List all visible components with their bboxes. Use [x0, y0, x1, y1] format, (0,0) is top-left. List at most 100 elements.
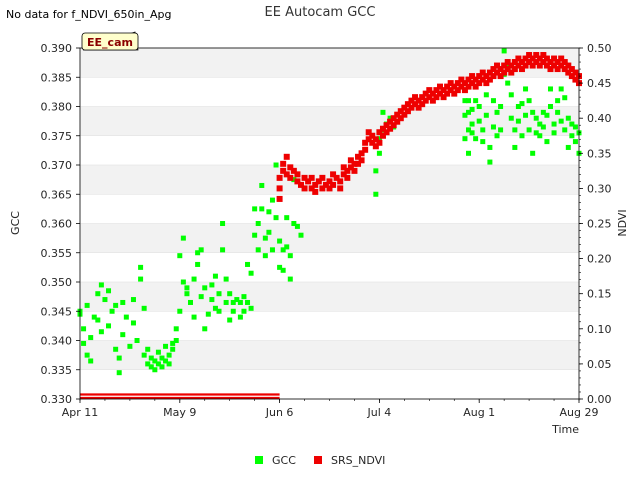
ndvi-series [276, 52, 582, 202]
y-tick-label: 0.360 [41, 218, 73, 231]
gcc-point [291, 221, 297, 226]
ndvi-point [529, 55, 536, 62]
gcc-point [191, 314, 197, 320]
ndvi-point [397, 115, 404, 122]
gcc-point [227, 317, 233, 323]
site-tag: EE_cam [81, 31, 139, 51]
gcc-point [376, 136, 382, 142]
ndvi-point [572, 76, 579, 83]
gcc-point [159, 364, 165, 370]
ndvi-point [372, 143, 379, 150]
ndvi-point [330, 181, 337, 188]
site-tag-box [81, 32, 139, 51]
ndvi-point [554, 66, 561, 73]
ndvi-point [469, 80, 476, 87]
ndvi-point [511, 66, 518, 73]
gcc-point [387, 115, 393, 121]
gcc-point [205, 311, 211, 317]
gcc-point [170, 346, 176, 352]
ndvi-point [515, 62, 522, 69]
gcc-point [519, 133, 525, 139]
ndvi-point [494, 62, 501, 69]
ndvi-point [301, 185, 308, 192]
gcc-point [191, 276, 197, 282]
gcc-point [498, 104, 504, 109]
gcc-point [565, 144, 571, 150]
ndvi-point [347, 164, 354, 171]
gcc-point [487, 159, 493, 165]
ndvi-point [472, 76, 479, 83]
ndvi-point [511, 59, 518, 66]
gcc-point [273, 162, 279, 168]
gcc-point [230, 308, 236, 314]
gcc-point [198, 294, 204, 300]
gcc-point [294, 223, 300, 229]
gcc-point [88, 335, 94, 341]
gcc-point [291, 177, 297, 183]
gcc-point [569, 133, 575, 139]
y2-tick-label: 0.15 [587, 288, 612, 301]
ndvi-point [326, 178, 333, 185]
gcc-point [116, 355, 122, 361]
gcc-point [134, 338, 140, 343]
gcc-point [555, 109, 561, 115]
gcc-point [255, 247, 261, 253]
y2-tick-label: 0.10 [587, 323, 612, 336]
gcc-point [537, 121, 543, 127]
legend-label-gcc: GCC [272, 454, 296, 467]
gcc-point [526, 127, 532, 133]
ndvi-point [390, 115, 397, 122]
gcc-point [476, 104, 482, 109]
gcc-point [476, 118, 482, 124]
ndvi-point [419, 101, 426, 108]
ndvi-point [426, 87, 433, 94]
y-tick-label: 0.375 [41, 130, 73, 143]
gcc-point [180, 235, 186, 241]
gcc-point [262, 235, 268, 241]
legend-marker-ndvi [314, 456, 322, 464]
gcc-point [501, 48, 507, 54]
ndvi-point [561, 66, 568, 73]
ndvi-point [458, 76, 465, 83]
ndvi-point [383, 122, 390, 129]
ndvi-point [344, 174, 351, 181]
chart-title: EE Autocam GCC [265, 5, 376, 20]
gcc-point [152, 367, 158, 373]
gcc-point [81, 340, 87, 346]
ndvi-point [355, 160, 362, 167]
gcc-point [526, 98, 532, 104]
ndvi-point [554, 59, 561, 66]
gcc-point [177, 253, 183, 259]
ndvi-point [504, 59, 511, 66]
y2-tick-label: 0.40 [587, 112, 612, 125]
y2-tick-label: 0.05 [587, 358, 612, 371]
ndvi-point [287, 164, 294, 171]
x-axis-label: Time [551, 423, 579, 436]
gcc-point [141, 352, 147, 358]
gcc-point [498, 127, 504, 133]
gcc-point [237, 299, 243, 305]
ndvi-point [547, 66, 554, 73]
gcc-point [547, 104, 553, 109]
gcc-point [223, 276, 229, 282]
gcc-point [252, 206, 258, 212]
gcc-point [113, 302, 119, 308]
ndvi-point [551, 62, 558, 69]
ndvi-point [436, 83, 443, 90]
gcc-point [544, 112, 550, 118]
ndvi-point [465, 83, 472, 90]
gcc-point [494, 109, 500, 115]
ndvi-point [419, 94, 426, 101]
y-tick-label: 0.330 [41, 393, 73, 406]
ndvi-point [568, 73, 575, 80]
gcc-point [227, 291, 233, 297]
gcc-point [533, 115, 539, 121]
gcc-point [212, 273, 218, 279]
gcc-point [508, 115, 514, 121]
gcc-point [280, 247, 286, 253]
ndvi-point [276, 185, 283, 192]
ndvi-point [404, 101, 411, 108]
ndvi-point [308, 185, 315, 192]
ndvi-point [365, 129, 372, 136]
ndvi-point [330, 171, 337, 178]
